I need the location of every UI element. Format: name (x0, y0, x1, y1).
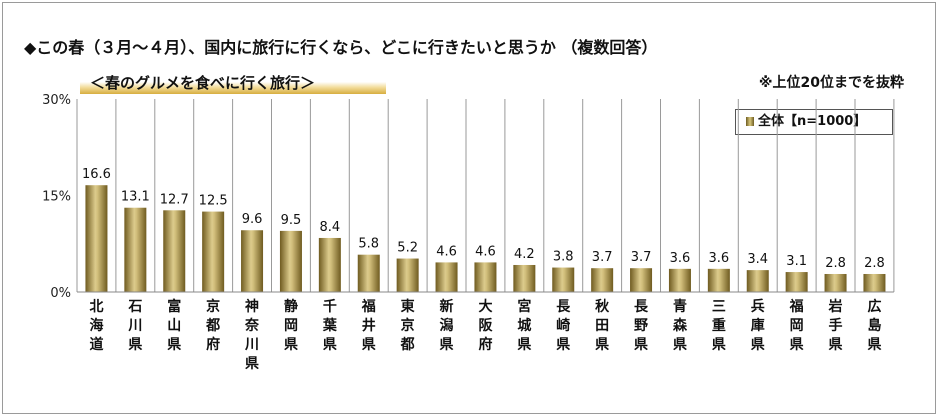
data-label: 9.6 (242, 212, 263, 227)
bar (318, 237, 341, 292)
bar (591, 268, 614, 292)
y-tick-label: 15% (42, 190, 71, 205)
bar (396, 258, 419, 292)
data-label: 12.7 (160, 192, 189, 207)
bar (630, 268, 653, 292)
chart-frame (2, 2, 936, 414)
category-label: 富山県 (167, 298, 181, 353)
category-label: 福井県 (361, 298, 376, 353)
category-label: 静岡県 (284, 298, 298, 353)
bar (552, 267, 575, 292)
bar (513, 264, 536, 292)
category-label: 福岡県 (789, 298, 804, 353)
bar (279, 230, 302, 292)
bar (785, 272, 808, 292)
data-label: 4.2 (514, 247, 535, 262)
category-label: 新潟県 (440, 298, 454, 353)
category-label: 兵庫県 (751, 298, 765, 353)
bar (124, 207, 147, 292)
category-label: 広島県 (867, 298, 881, 353)
bar (707, 268, 730, 292)
data-label: 5.8 (358, 237, 379, 252)
legend-label: 全体【n=1000】 (758, 114, 867, 129)
y-axis-ticks: 0% 15% 30% (42, 93, 71, 301)
chart-subtitle: ＜春のグルメを食べに行く旅行＞ (80, 72, 386, 94)
category-labels: 北海道 石川県 富山県 京都府 神奈川県 静岡県 千葉県 福井県 東京都 新潟県 大阪府 宮城県 長崎県… (89, 298, 881, 372)
bar (435, 262, 458, 292)
data-label: 2.8 (864, 256, 885, 271)
chart-title: ◆この春（３月～４月）、国内に旅行に行くなら、どこに行きたいと思うか （複数回答… (24, 38, 658, 57)
value-labels: 16.6 13.1 12.7 12.5 9.6 9.5 8.4 5.8 5.2 4.6 4.6 4.2… (82, 167, 885, 271)
data-label: 3.6 (670, 251, 691, 266)
bar (474, 262, 497, 292)
category-label: 秋田県 (595, 298, 610, 353)
bars (85, 185, 886, 292)
category-label: 東京都 (400, 298, 415, 353)
y-tick-label: 0% (50, 286, 71, 301)
bar (824, 273, 847, 292)
data-label: 13.1 (121, 190, 150, 205)
category-label: 京都府 (205, 298, 220, 353)
bar (163, 210, 186, 292)
category-label: 北海道 (89, 299, 103, 353)
legend-swatch (746, 117, 754, 126)
category-label: 三重県 (712, 299, 726, 353)
data-label: 8.4 (320, 220, 341, 235)
data-label: 5.2 (397, 241, 418, 256)
data-label: 16.6 (82, 167, 111, 182)
data-label: 3.8 (553, 250, 574, 265)
data-label: 4.6 (436, 244, 457, 259)
data-label: 3.4 (747, 252, 768, 267)
category-label: 岩手県 (828, 298, 843, 353)
bar (863, 273, 886, 292)
category-label: 神奈川県 (244, 298, 260, 372)
category-label: 長野県 (634, 299, 649, 353)
category-label: 石川県 (127, 299, 142, 353)
data-label: 3.1 (786, 254, 807, 269)
data-label: 2.8 (825, 256, 846, 271)
bar (241, 230, 264, 292)
data-label: 3.7 (592, 250, 613, 265)
bar (668, 268, 691, 292)
category-label: 宮城県 (517, 298, 531, 353)
data-label: 3.6 (709, 251, 730, 266)
category-separators (76, 99, 895, 292)
bar (746, 270, 769, 292)
data-label: 9.5 (281, 213, 302, 228)
category-label: 長崎県 (556, 299, 571, 353)
chart-note: ※上位20位までを抜粋 (758, 75, 904, 91)
bar (85, 185, 108, 292)
category-label: 青森県 (673, 298, 688, 353)
data-label: 3.7 (631, 250, 652, 265)
bar (202, 211, 225, 292)
data-label: 12.5 (199, 194, 228, 209)
y-tick-label: 30% (42, 93, 71, 108)
data-label: 4.6 (475, 244, 496, 259)
legend: 全体【n=1000】 (735, 109, 893, 135)
bar (357, 254, 380, 292)
category-label: 大阪府 (478, 298, 493, 353)
category-label: 千葉県 (322, 298, 338, 353)
